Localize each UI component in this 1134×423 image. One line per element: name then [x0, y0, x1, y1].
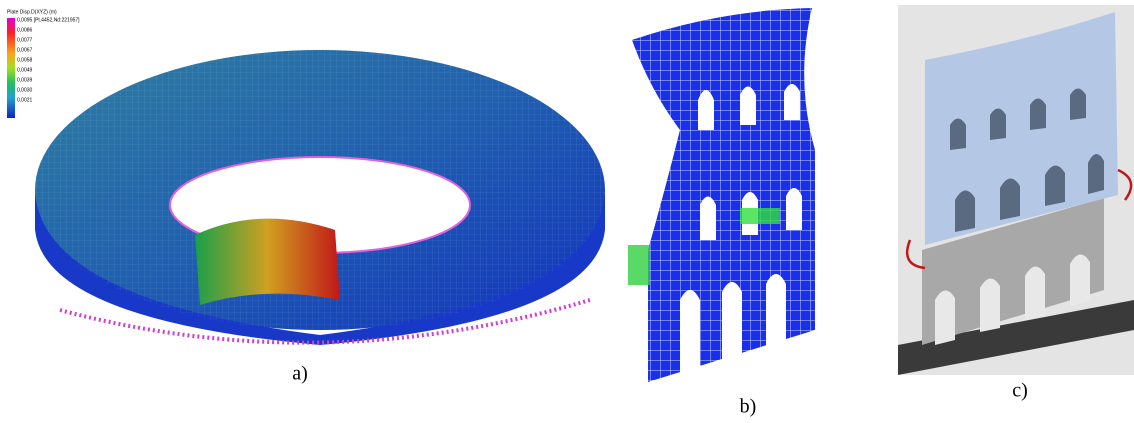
legend-entry: 0,0067 [17, 47, 33, 53]
panel-label: a) [292, 363, 308, 385]
legend-entry: 0,0030 [17, 87, 33, 93]
panel-c: c) [898, 5, 1134, 402]
panel-label: b) [740, 396, 757, 418]
figure: Plate Disp.D(XYZ) (m) 0,0095 [Pt.4452,Nd… [0, 0, 1134, 423]
legend-entry: 0,0095 [Pt.4452,Nd:221957] [17, 17, 80, 23]
panel-a: Plate Disp.D(XYZ) (m) 0,0095 [Pt.4452,Nd… [7, 9, 605, 384]
legend-entry: 0,0049 [17, 67, 33, 73]
legend-title: Plate Disp.D(XYZ) (m) [7, 9, 57, 15]
panel-b: b) [628, 8, 815, 418]
color-bar [7, 18, 15, 118]
deformed-wall [195, 219, 340, 305]
legend-entry: 0,0058 [17, 57, 33, 63]
legend-entry: 0,0077 [17, 37, 33, 43]
legend-entry: 0,0039 [17, 77, 33, 83]
legend-entry: 0,0021 [17, 97, 33, 103]
legend-entry: 0,0086 [17, 27, 33, 33]
panel-label: c) [1012, 380, 1028, 402]
